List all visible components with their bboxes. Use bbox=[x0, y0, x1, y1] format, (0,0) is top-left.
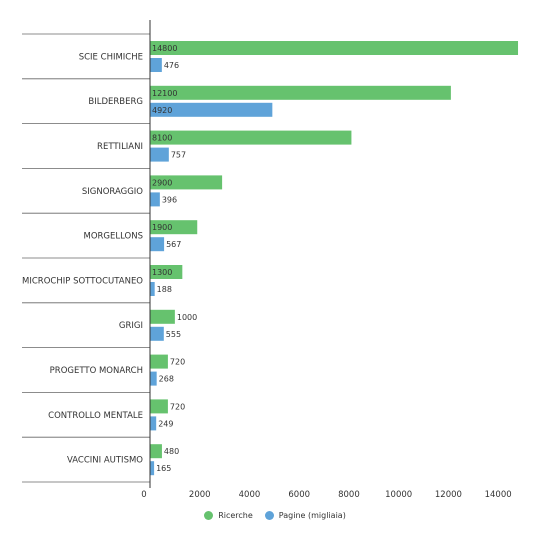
data-label-pagine-morgellons: 567 bbox=[166, 240, 181, 249]
category-label-morgellons: MORGELLONS bbox=[84, 232, 144, 242]
data-label-pagine-progetto-monarch: 268 bbox=[159, 375, 174, 384]
bar-ricerche-rettiliani bbox=[150, 130, 352, 145]
chart-legend: Ricerche Pagine (migliaia) bbox=[0, 511, 550, 520]
bar-ricerche-bilderberg bbox=[150, 85, 451, 100]
legend-item-pagine[interactable]: Pagine (migliaia) bbox=[264, 511, 346, 520]
data-label-pagine-grigi: 555 bbox=[166, 330, 181, 339]
data-label-pagine-vaccini-autismo: 165 bbox=[156, 464, 171, 473]
bar-ricerche-morgellons bbox=[150, 220, 198, 235]
category-label-bilderberg: BILDERBERG bbox=[88, 97, 143, 107]
bar-ricerche-grigi bbox=[150, 309, 175, 324]
legend-swatch-ricerche bbox=[204, 511, 214, 520]
bar-pagine-controllo-mentale bbox=[150, 416, 157, 431]
bar-ricerche-signoraggio bbox=[150, 175, 223, 190]
data-label-ricerche-signoraggio: 2900 bbox=[152, 178, 172, 187]
data-label-ricerche-vaccini-autismo: 480 bbox=[164, 447, 179, 456]
bar-ricerche-scie-chimiche bbox=[150, 41, 519, 55]
data-label-ricerche-grigi: 1000 bbox=[177, 313, 197, 322]
bar-pagine-progetto-monarch bbox=[150, 371, 157, 386]
data-label-ricerche-progetto-monarch: 720 bbox=[170, 358, 185, 367]
data-label-pagine-microchip-sottocutaneo: 188 bbox=[157, 285, 172, 294]
category-label-vaccini-autismo: VACCINI AUTISMO bbox=[67, 456, 143, 466]
bar-pagine-grigi bbox=[150, 326, 164, 341]
x-tick-label-0: 0 bbox=[141, 490, 146, 500]
category-label-controllo-mentale: CONTROLLO MENTALE bbox=[48, 411, 143, 421]
category-label-grigi: GRIGI bbox=[119, 321, 143, 331]
data-label-pagine-scie-chimiche: 476 bbox=[164, 61, 179, 70]
bar-ricerche-controllo-mentale bbox=[150, 399, 168, 414]
legend-label-pagine: Pagine (migliaia) bbox=[278, 511, 346, 520]
data-label-ricerche-rettiliani: 8100 bbox=[152, 134, 172, 143]
bar-pagine-bilderberg bbox=[150, 102, 273, 117]
bar-pagine-microchip-sottocutaneo bbox=[150, 282, 155, 296]
category-label-progetto-monarch: PROGETTO MONARCH bbox=[50, 366, 143, 376]
data-label-pagine-signoraggio: 396 bbox=[162, 195, 177, 204]
x-tick-label-10000: 10000 bbox=[385, 490, 412, 500]
data-label-pagine-bilderberg: 4920 bbox=[152, 106, 172, 115]
x-tick-label-2000: 2000 bbox=[189, 490, 211, 500]
x-tick-label-12000: 12000 bbox=[435, 490, 462, 500]
data-label-ricerche-scie-chimiche: 14800 bbox=[152, 44, 177, 53]
category-label-microchip-sottocutaneo: MICROCHIP SOTTOCUTANEO bbox=[22, 276, 143, 286]
data-label-ricerche-controllo-mentale: 720 bbox=[170, 402, 185, 411]
bar-ricerche-microchip-sottocutaneo bbox=[150, 265, 183, 279]
legend-swatch-pagine bbox=[264, 511, 274, 520]
bar-pagine-scie-chimiche bbox=[150, 58, 162, 72]
x-tick-label-4000: 4000 bbox=[239, 490, 261, 500]
bar-pagine-vaccini-autismo bbox=[150, 461, 155, 476]
bar-ricerche-progetto-monarch bbox=[150, 354, 168, 369]
bar-pagine-rettiliani bbox=[150, 147, 169, 162]
data-label-ricerche-bilderberg: 12100 bbox=[152, 89, 177, 98]
category-label-rettiliani: RETTILIANI bbox=[97, 142, 143, 152]
category-label-signoraggio: SIGNORAGGIO bbox=[82, 187, 143, 197]
bar-pagine-morgellons bbox=[150, 237, 165, 252]
bar-pagine-signoraggio bbox=[150, 192, 160, 207]
x-tick-label-8000: 8000 bbox=[338, 490, 360, 500]
legend-label-ricerche: Ricerche bbox=[218, 511, 253, 520]
data-label-ricerche-microchip-sottocutaneo: 1300 bbox=[152, 268, 172, 277]
legend-item-ricerche[interactable]: Ricerche bbox=[204, 511, 253, 520]
data-label-pagine-controllo-mentale: 249 bbox=[158, 419, 173, 428]
category-label-scie-chimiche: SCIE CHIMICHE bbox=[79, 52, 143, 62]
bar-ricerche-vaccini-autismo bbox=[150, 444, 162, 459]
x-tick-label-14000: 14000 bbox=[485, 490, 512, 500]
data-label-pagine-rettiliani: 757 bbox=[171, 151, 186, 160]
data-label-ricerche-morgellons: 1900 bbox=[152, 223, 172, 232]
x-tick-label-6000: 6000 bbox=[288, 490, 310, 500]
